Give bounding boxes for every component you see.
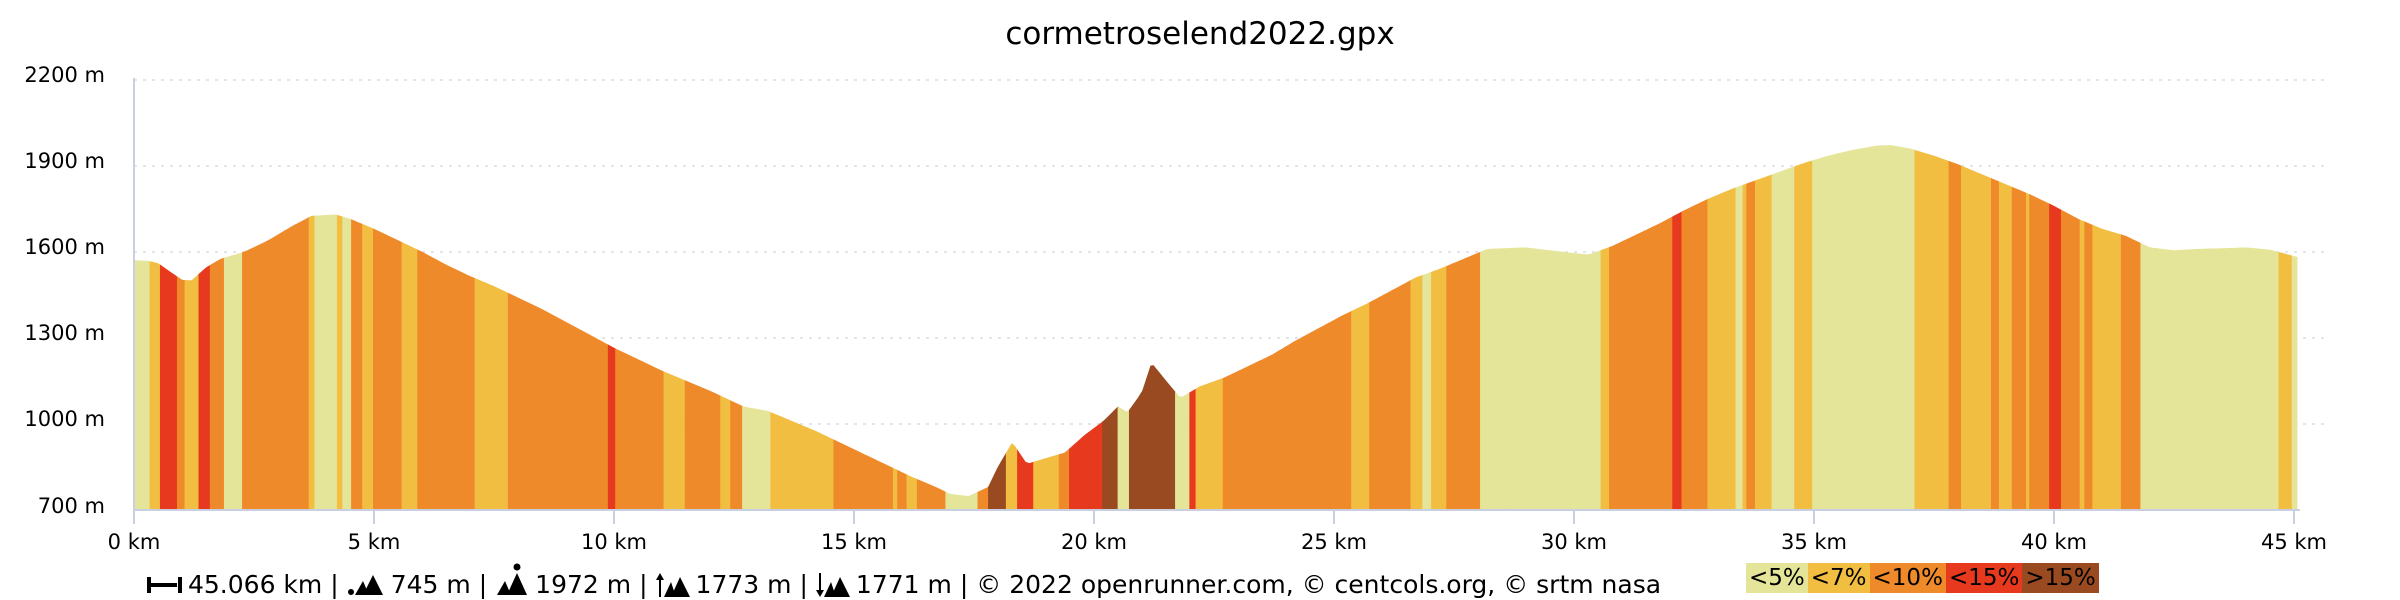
chart-title: cormetroselend2022.gpx xyxy=(1005,16,1395,52)
ascent-icon xyxy=(655,572,690,597)
y-tick-label: 1600 m xyxy=(24,235,105,259)
max-elevation-value: 1972 m xyxy=(535,570,632,599)
distance-value: 45.066 km xyxy=(188,570,323,599)
x-ticks xyxy=(133,510,2295,524)
ascent-value: 1773 m xyxy=(695,570,792,599)
min-elevation-icon xyxy=(347,574,383,595)
legend-item-lt15: <15% xyxy=(1945,563,2023,593)
x-tick-label: 45 km xyxy=(2260,530,2328,554)
x-tick-label: 0 km xyxy=(107,530,161,554)
y-tick-label: 700 m xyxy=(37,494,105,518)
distance-icon xyxy=(147,576,182,593)
x-tick-label: 40 km xyxy=(2020,530,2088,554)
separator: | xyxy=(799,570,808,599)
x-tick-label: 5 km xyxy=(347,530,401,554)
y-tick-label: 1300 m xyxy=(24,321,105,345)
axes xyxy=(133,78,2300,512)
min-elevation-value: 745 m xyxy=(390,570,471,599)
x-tick-label: 25 km xyxy=(1300,530,1368,554)
separator: | xyxy=(639,570,648,599)
legend-item-lt7: <7% xyxy=(1807,563,1870,593)
legend-item-lt5: <5% xyxy=(1746,563,1808,593)
descent-icon xyxy=(815,572,850,597)
y-tick-label: 1000 m xyxy=(24,407,105,431)
max-elevation-icon xyxy=(497,563,528,595)
x-tick-label: 10 km xyxy=(580,530,648,554)
slope-bands xyxy=(133,145,2298,511)
x-tick-label: 35 km xyxy=(1780,530,1848,554)
separator: | xyxy=(478,570,488,599)
x-tick-label: 20 km xyxy=(1060,530,1128,554)
legend-item-gt15: >15% xyxy=(2022,563,2099,593)
separator: | xyxy=(330,570,339,599)
slope-legend: <5% <7% <10% <15% >15% xyxy=(1746,563,2099,593)
route-stats-footer: 45.066 km | 745 m | 1972 m | 1773 m | 17… xyxy=(146,563,1662,599)
x-tick-label: 15 km xyxy=(820,530,888,554)
descent-value: 1771 m xyxy=(855,570,952,599)
y-tick-label: 1900 m xyxy=(24,149,105,173)
x-tick-label: 30 km xyxy=(1540,530,1608,554)
separator: | xyxy=(959,570,969,599)
y-tick-label: 2200 m xyxy=(24,63,105,87)
legend-item-lt10: <10% xyxy=(1869,563,1946,593)
credits: © 2022 openrunner.com, © centcols.org, ©… xyxy=(976,570,1662,599)
